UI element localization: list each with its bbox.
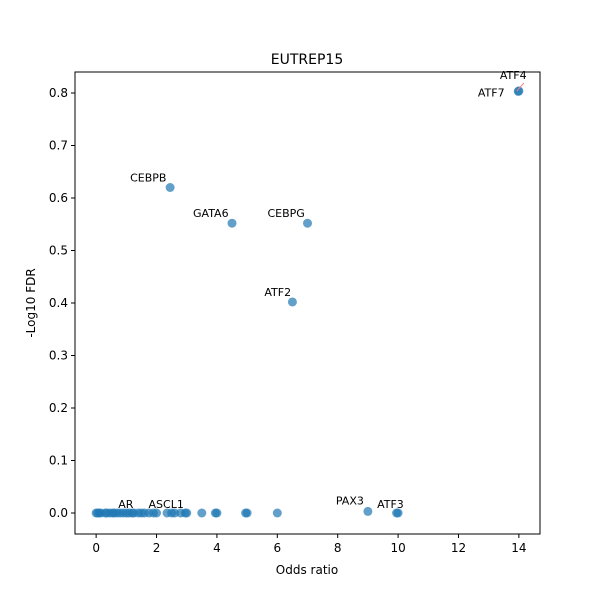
y-tick-label: 0.6 xyxy=(49,191,68,205)
point-label: ASCL1 xyxy=(149,498,184,511)
y-tick-label: 0.8 xyxy=(49,86,68,100)
data-point xyxy=(152,508,162,518)
data-point xyxy=(393,508,403,518)
point-label: ATF7 xyxy=(478,86,505,99)
x-tick-label: 0 xyxy=(92,541,100,555)
plot-frame xyxy=(74,71,541,535)
point-label: ATF4 xyxy=(500,69,527,82)
y-axis-ticks: 0.0 0.1 0.2 0.3 0.4 0.5 0.6 0.7 0.8 xyxy=(49,86,75,520)
y-tick-label: 0.2 xyxy=(49,401,68,415)
annotation-layer: ATF4 ATF7 CEBPB GATA6 CEBPG ATF2 AR ASCL1 PAX3 AT… xyxy=(118,69,526,511)
points-layer xyxy=(91,86,524,518)
point-label: GATA6 xyxy=(193,207,229,220)
y-tick-label: 0.5 xyxy=(49,244,68,258)
data-point xyxy=(182,508,192,518)
data-point xyxy=(272,508,282,518)
x-axis-label: Odds ratio xyxy=(276,563,338,577)
data-point xyxy=(287,297,297,307)
x-axis-ticks: 0 2 4 6 8 10 12 14 xyxy=(92,534,527,555)
data-point xyxy=(212,508,222,518)
point-label: CEBPG xyxy=(268,207,305,220)
chart-title: EUTREP15 xyxy=(271,52,343,68)
y-axis-label: -Log10 FDR xyxy=(24,268,38,337)
annotation-connector xyxy=(516,82,525,92)
y-tick-label: 0.0 xyxy=(49,506,68,520)
point-label: AR xyxy=(118,498,134,511)
point-label: CEBPB xyxy=(130,172,166,185)
data-point xyxy=(242,508,252,518)
data-point xyxy=(165,183,175,192)
point-label: PAX3 xyxy=(336,494,364,507)
data-point xyxy=(227,218,237,228)
y-tick-label: 0.3 xyxy=(49,349,68,363)
y-tick-label: 0.4 xyxy=(49,296,68,310)
x-tick-label: 2 xyxy=(153,541,161,555)
x-tick-label: 8 xyxy=(334,541,342,555)
y-tick-label: 0.7 xyxy=(49,139,68,153)
x-tick-label: 14 xyxy=(511,541,526,555)
data-point xyxy=(197,508,207,518)
data-point xyxy=(513,86,523,96)
point-label: ATF2 xyxy=(264,286,291,299)
y-tick-label: 0.1 xyxy=(49,454,68,468)
x-tick-label: 6 xyxy=(273,541,281,555)
point-label: ATF3 xyxy=(377,498,404,511)
x-tick-label: 10 xyxy=(390,541,405,555)
data-point xyxy=(303,218,312,228)
x-tick-label: 4 xyxy=(213,541,221,555)
data-point xyxy=(363,506,373,516)
x-tick-label: 12 xyxy=(451,541,466,555)
